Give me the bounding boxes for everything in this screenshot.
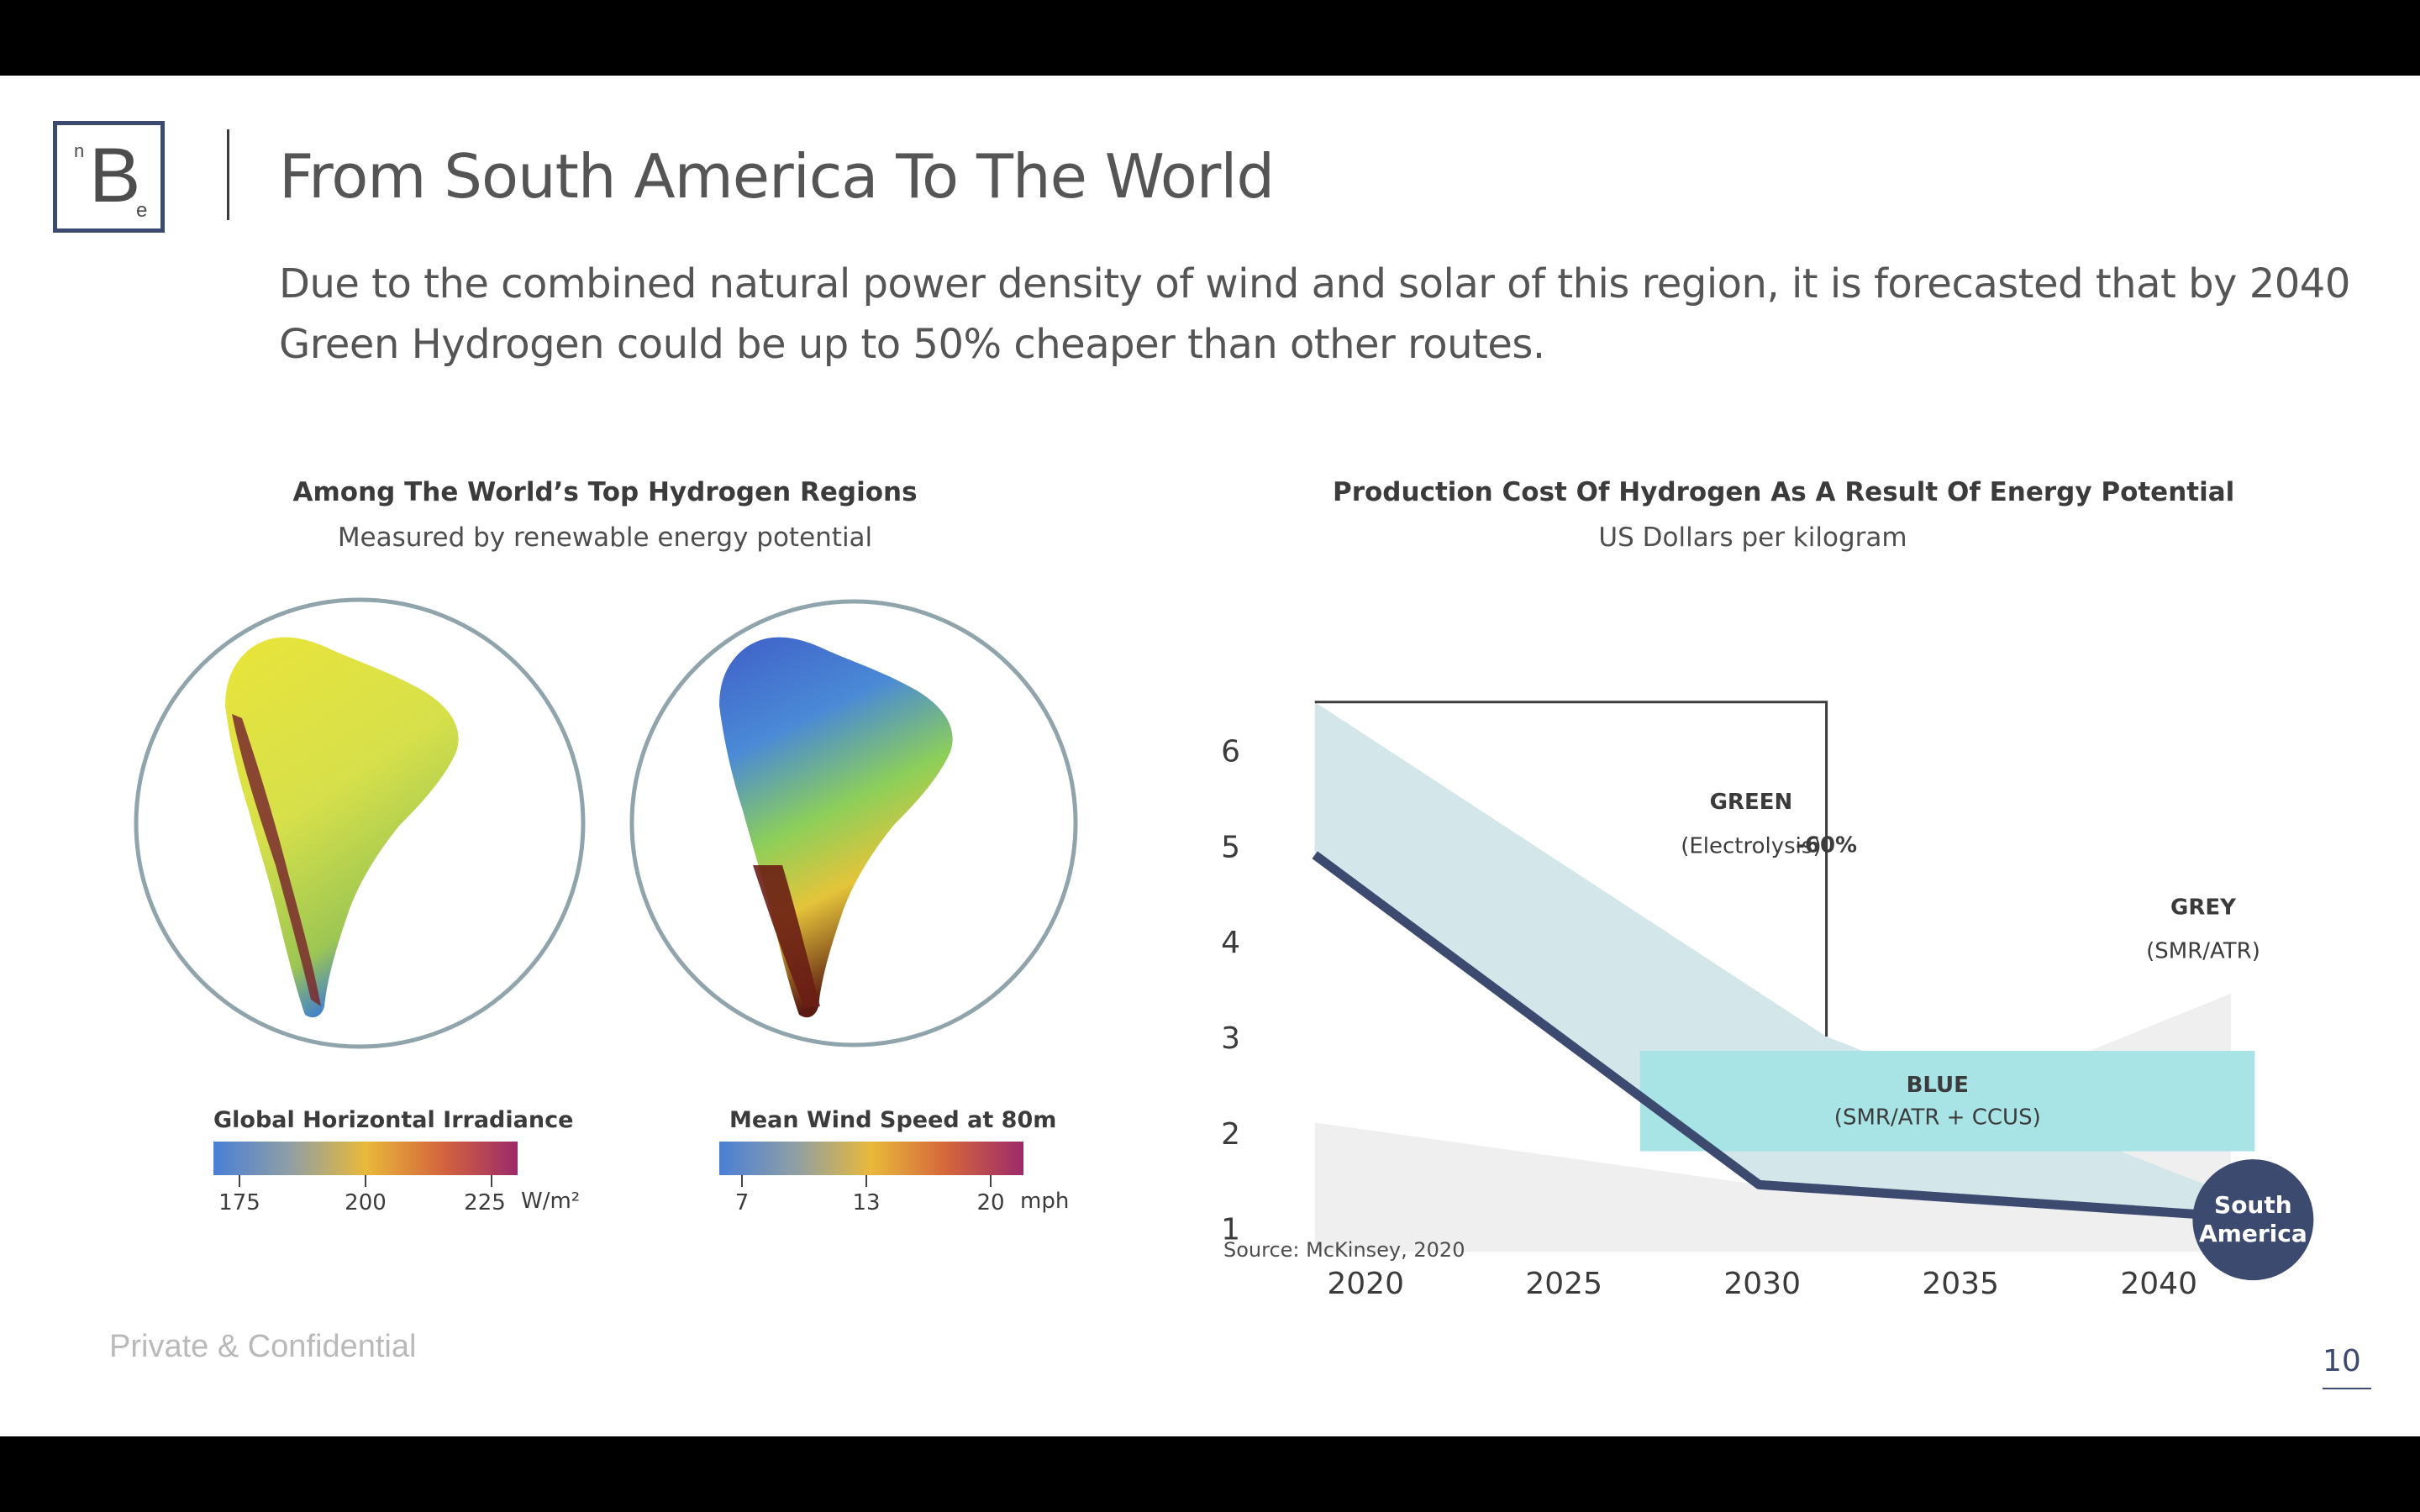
logo-e: e (136, 199, 148, 222)
solar-continent-shape (225, 637, 459, 1018)
logo-b: B (89, 133, 141, 218)
irradiance-ticks: 175 200 225 W/m² (213, 1175, 580, 1215)
wind-ticks: 7 13 20 mph (719, 1175, 1069, 1215)
blue-series-note: (SMR/ATR + CCUS) (1834, 1105, 2041, 1131)
irradiance-color-scale (213, 1142, 518, 1175)
left-panel-heading: Among The World’s Top Hydrogen Regions (292, 477, 918, 507)
slide: n B e From South America To The World Du… (0, 76, 2420, 1436)
blue-series-label: BLUE (1907, 1073, 1969, 1098)
reduction-label: -60% (1796, 832, 1857, 858)
wind-legend: Mean Wind Speed at 80m 7 13 20 mph (719, 1107, 1069, 1215)
x-tick-label: 2030 (1723, 1267, 1801, 1301)
right-panel-heading: Production Cost Of Hydrogen As A Result … (1333, 477, 2235, 507)
tick-mark (491, 1175, 492, 1187)
y-tick-label: 4 (1221, 926, 1240, 960)
left-panel-subheading: Measured by renewable energy potential (337, 522, 873, 553)
x-tick-label: 2035 (1922, 1267, 1999, 1301)
grey-series-label: GREY (2170, 895, 2237, 920)
wind-legend-title: Mean Wind Speed at 80m (729, 1107, 1057, 1133)
reduction-bracket (1314, 701, 1828, 1037)
wind-speed-map (629, 599, 1078, 1047)
page-number-underline (2323, 1388, 2371, 1389)
page-title: From South America To The World (279, 141, 1275, 212)
tick-label: 225 (464, 1190, 506, 1215)
title-divider (227, 129, 229, 220)
unit-label: W/m² (521, 1189, 581, 1214)
green-series-label: GREEN (1710, 790, 1793, 815)
blue-band (1639, 1051, 2255, 1152)
south-america-marker (2192, 1159, 2314, 1281)
right-panel-header: Production Cost Of Hydrogen As A Result … (1333, 477, 2235, 553)
south-america-line (1312, 851, 2255, 1223)
tick-label: 7 (734, 1190, 750, 1215)
x-tick-label: 2020 (1327, 1267, 1404, 1301)
grey-series-note: (SMR/ATR) (2146, 939, 2260, 964)
wind-color-scale (719, 1142, 1023, 1175)
tick-mark (990, 1175, 992, 1187)
tick-label: 13 (852, 1190, 881, 1215)
wind-coastal-strip (753, 865, 820, 1008)
tick-label: 175 (218, 1190, 260, 1215)
right-panel-subheading: US Dollars per kilogram (1598, 522, 1907, 553)
footer-confidential: Private & Confidential (109, 1329, 417, 1364)
irradiance-legend: Global Horizontal Irradiance 175 200 225… (213, 1107, 580, 1215)
y-tick-label: 5 (1221, 830, 1240, 864)
unit-label: mph (1020, 1189, 1070, 1214)
y-tick-label: 6 (1221, 735, 1240, 769)
page-number: 10 (2323, 1344, 2361, 1378)
tick-label: 20 (976, 1190, 1005, 1215)
green-series-note: (Electrolysis) (1681, 833, 1821, 858)
company-logo: n B e (53, 121, 165, 233)
tick-mark (865, 1175, 867, 1187)
solar-andes-strip (232, 714, 321, 1006)
tick-mark (239, 1175, 240, 1187)
tick-mark (741, 1175, 743, 1187)
solar-irradiance-map (134, 597, 586, 1049)
x-tick-label: 2040 (2120, 1267, 2197, 1301)
tick-mark (365, 1175, 366, 1187)
y-tick-label: 2 (1221, 1117, 1240, 1152)
y-tick-label: 3 (1221, 1021, 1240, 1056)
south-america-marker-label: South (2214, 1191, 2292, 1219)
irradiance-legend-title: Global Horizontal Irradiance (213, 1107, 574, 1133)
y-tick-label: 1 (1221, 1213, 1240, 1247)
tick-label: 200 (345, 1190, 387, 1215)
logo-n: n (74, 140, 85, 161)
chart-source: Source: McKinsey, 2020 (1223, 1238, 1465, 1262)
page-subtitle: Due to the combined natural power densit… (279, 260, 2350, 368)
x-tick-label: 2025 (1525, 1267, 1602, 1301)
south-america-marker-label: America (2199, 1220, 2307, 1247)
left-panel-header: Among The World’s Top Hydrogen Regions M… (269, 477, 941, 553)
